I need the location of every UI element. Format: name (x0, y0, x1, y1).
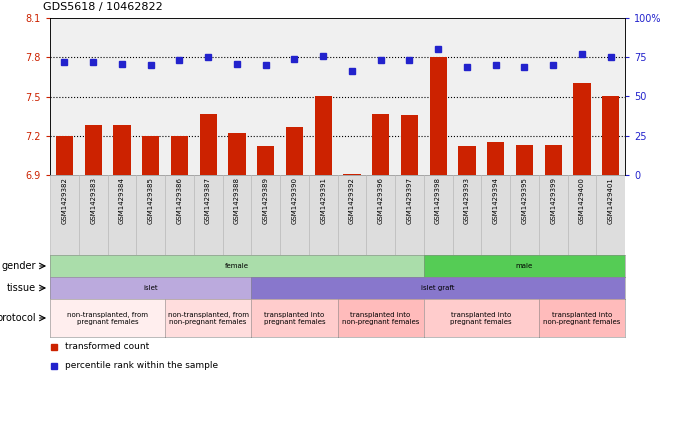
Text: GSM1429386: GSM1429386 (176, 177, 182, 224)
Text: GSM1429399: GSM1429399 (550, 177, 556, 224)
Bar (136, 175, 165, 255)
Text: GSM1429392: GSM1429392 (349, 177, 355, 224)
Text: GSM1429397: GSM1429397 (407, 177, 412, 224)
Bar (573, 83, 590, 175)
Text: GDS5618 / 10462822: GDS5618 / 10462822 (44, 2, 163, 12)
Text: tissue: tissue (7, 283, 36, 293)
Bar (257, 146, 274, 175)
Bar (194, 175, 222, 255)
Bar (367, 175, 395, 255)
Bar (142, 136, 159, 175)
Text: non-transplanted, from
pregnant females: non-transplanted, from pregnant females (67, 311, 148, 324)
Text: GSM1429388: GSM1429388 (234, 177, 240, 224)
Text: GSM1429396: GSM1429396 (377, 177, 384, 224)
Text: GSM1429389: GSM1429389 (262, 177, 269, 224)
Bar (458, 146, 475, 175)
Bar (171, 136, 188, 175)
Bar (165, 175, 194, 255)
Text: GSM1429382: GSM1429382 (61, 177, 67, 224)
Text: transformed count: transformed count (65, 342, 149, 351)
Bar (602, 96, 619, 175)
Bar (114, 125, 131, 175)
Text: GSM1429400: GSM1429400 (579, 177, 585, 224)
Bar (481, 175, 510, 255)
Bar (84, 125, 102, 175)
Bar (568, 175, 596, 255)
Bar (430, 57, 447, 175)
Bar (79, 175, 107, 255)
Bar (337, 175, 367, 255)
Text: percentile rank within the sample: percentile rank within the sample (65, 361, 218, 370)
Text: female: female (225, 263, 249, 269)
Bar (251, 175, 280, 255)
Text: GSM1429401: GSM1429401 (608, 177, 613, 224)
Text: GSM1429398: GSM1429398 (435, 177, 441, 224)
Text: GSM1429394: GSM1429394 (492, 177, 498, 224)
Text: non-transplanted, from
non-pregnant females: non-transplanted, from non-pregnant fema… (168, 311, 249, 324)
Bar (539, 175, 568, 255)
Bar (424, 175, 452, 255)
Bar (596, 175, 625, 255)
Text: transplanted into
pregnant females: transplanted into pregnant females (450, 311, 512, 324)
Text: transplanted into
non-pregnant females: transplanted into non-pregnant females (342, 311, 420, 324)
Text: transplanted into
pregnant females: transplanted into pregnant females (264, 311, 325, 324)
Bar (199, 113, 217, 175)
Bar (510, 175, 539, 255)
Text: protocol: protocol (0, 313, 36, 323)
Text: GSM1429393: GSM1429393 (464, 177, 470, 224)
Bar (395, 175, 424, 255)
Bar (452, 175, 481, 255)
Text: GSM1429391: GSM1429391 (320, 177, 326, 224)
Bar (50, 175, 79, 255)
Bar (309, 175, 337, 255)
Text: gender: gender (1, 261, 36, 271)
Bar (228, 133, 245, 175)
Text: GSM1429395: GSM1429395 (522, 177, 528, 224)
Bar (286, 126, 303, 175)
Bar (372, 113, 389, 175)
Bar (487, 142, 505, 175)
Text: GSM1429384: GSM1429384 (119, 177, 125, 224)
Text: GSM1429387: GSM1429387 (205, 177, 211, 224)
Bar (515, 145, 533, 175)
Bar (545, 145, 562, 175)
Bar (314, 96, 332, 175)
Text: GSM1429383: GSM1429383 (90, 177, 96, 224)
Text: islet: islet (143, 285, 158, 291)
Bar (343, 174, 360, 175)
Bar (222, 175, 251, 255)
Text: islet graft: islet graft (422, 285, 455, 291)
Bar (56, 136, 73, 175)
Bar (401, 115, 418, 175)
Bar (107, 175, 136, 255)
Text: GSM1429385: GSM1429385 (148, 177, 154, 224)
Text: male: male (515, 263, 533, 269)
Bar (280, 175, 309, 255)
Text: GSM1429390: GSM1429390 (291, 177, 297, 224)
Text: transplanted into
non-pregnant females: transplanted into non-pregnant females (543, 311, 621, 324)
